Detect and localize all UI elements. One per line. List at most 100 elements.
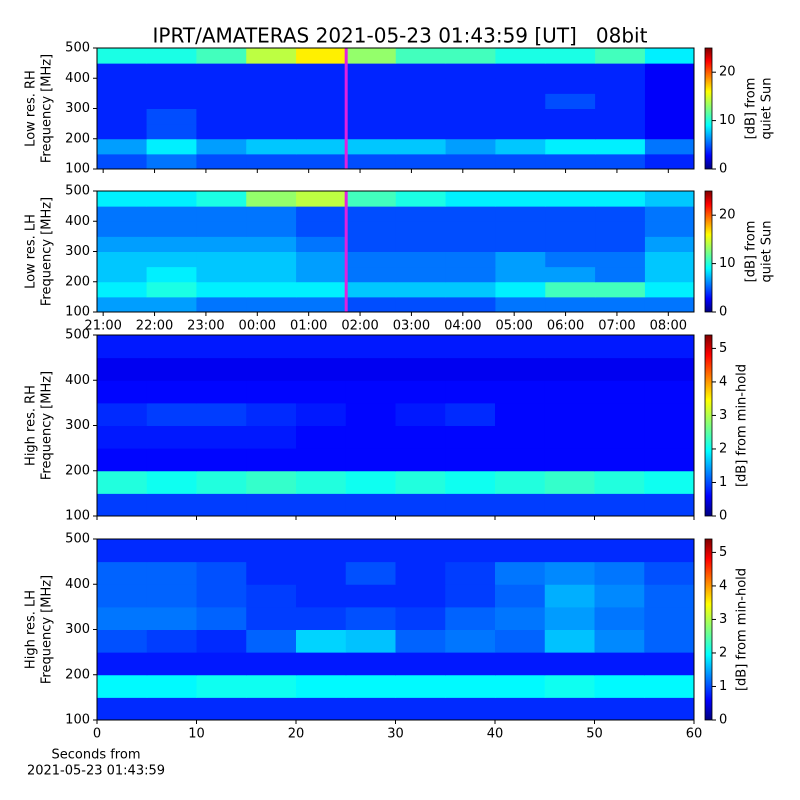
- heatmap-cell: [445, 425, 496, 449]
- heatmap-cell: [345, 281, 397, 298]
- heatmap-cell: [595, 281, 646, 298]
- heatmap-cell: [495, 561, 546, 585]
- heatmap-cell: [445, 63, 496, 79]
- heatmap-cell: [296, 138, 347, 155]
- heatmap-cell: [296, 357, 347, 381]
- heatmap-cell: [595, 266, 646, 283]
- heatmap-cell: [644, 606, 695, 630]
- heatmap-cell: [445, 606, 496, 630]
- heatmap-cell: [146, 674, 197, 698]
- heatmap-cell: [196, 191, 247, 207]
- heatmap-cell: [495, 606, 546, 630]
- heatmap-cell: [345, 584, 396, 608]
- heatmap-cell: [545, 266, 596, 283]
- heatmap-cell: [146, 335, 197, 359]
- x-tick-label: 10: [188, 727, 205, 742]
- heatmap-cell: [296, 335, 347, 359]
- heatmap-cell: [395, 236, 447, 252]
- heatmap-cell: [196, 584, 247, 608]
- colorbar-tick-label: 10: [719, 256, 736, 271]
- x-tick-label: 06:00: [547, 319, 584, 334]
- heatmap-cell: [146, 697, 197, 721]
- y-tick-label: 100: [65, 509, 90, 524]
- heatmap-cell: [594, 402, 645, 426]
- heatmap-cell: [345, 78, 397, 94]
- heatmap-cell: [146, 153, 197, 170]
- heatmap-cell: [345, 251, 397, 268]
- heatmap-cell: [644, 236, 695, 252]
- heatmap-cell: [345, 108, 397, 125]
- heatmap-cell: [246, 539, 297, 563]
- heatmap-cell: [146, 78, 197, 94]
- y-tick-label: 300: [65, 622, 90, 637]
- heatmap-cell: [594, 584, 645, 608]
- heatmap-cell: [345, 221, 397, 237]
- heatmap-cell: [445, 493, 496, 517]
- heatmap-cell: [345, 425, 396, 449]
- heatmap-cell: [495, 697, 546, 721]
- heatmap-cell: [146, 470, 197, 494]
- heatmap-cell: [594, 425, 645, 449]
- heatmap-cell: [97, 629, 148, 653]
- heatmap-cell: [395, 266, 447, 283]
- heatmap-cell: [445, 191, 496, 207]
- heatmap-cell: [644, 697, 695, 721]
- heatmap-cell: [545, 138, 596, 155]
- heatmap-cell: [644, 48, 695, 64]
- heatmap-cell: [445, 629, 496, 653]
- colorbar-label: quiet Sun: [760, 77, 775, 139]
- x-axis-label: 2021-05-23 01:43:59: [27, 764, 165, 779]
- heatmap-cell: [345, 48, 397, 64]
- y-axis-label: High res. RH: [24, 385, 39, 466]
- y-tick-label: 300: [65, 101, 90, 116]
- colorbar-label: [dB] from: [744, 221, 759, 283]
- y-axis-label: Frequency [MHz]: [40, 575, 55, 684]
- heatmap-cell: [395, 281, 447, 298]
- heatmap-cell: [345, 493, 396, 517]
- heatmap-cell: [644, 652, 695, 676]
- heatmap-cell: [395, 335, 446, 359]
- heatmap-cell: [544, 539, 595, 563]
- x-tick-label: 02:00: [341, 319, 378, 334]
- heatmap-cell: [395, 123, 447, 140]
- heatmap-cell: [544, 629, 595, 653]
- y-tick-label: 200: [65, 131, 90, 146]
- y-tick-label: 100: [65, 713, 90, 728]
- heatmap-cell: [296, 561, 347, 585]
- heatmap-cell: [544, 584, 595, 608]
- heatmap-cell: [445, 48, 496, 64]
- heatmap-cell: [445, 266, 496, 283]
- y-tick-label: 300: [65, 244, 90, 259]
- heatmap-cell: [345, 153, 397, 170]
- heatmap-cell: [595, 191, 646, 207]
- heatmap-cell: [445, 674, 496, 698]
- heatmap-cell: [495, 493, 546, 517]
- heatmap-cell: [196, 652, 247, 676]
- heatmap-cell: [246, 629, 297, 653]
- heatmap-cell: [644, 296, 695, 313]
- heatmap-cell: [495, 266, 546, 283]
- y-tick-label: 200: [65, 463, 90, 478]
- heatmap-cell: [644, 493, 695, 517]
- y-tick-label: 200: [65, 274, 90, 289]
- heatmap-cell: [196, 402, 247, 426]
- heatmap-cell: [595, 108, 646, 125]
- heatmap-cell: [146, 63, 197, 79]
- heatmap-cell: [246, 93, 297, 109]
- heatmap-cell: [296, 236, 347, 252]
- heatmap-cell: [445, 335, 496, 359]
- heatmap-cell: [644, 448, 695, 472]
- heatmap-cell: [345, 357, 396, 381]
- figure-title: IPRT/AMATERAS 2021-05-23 01:43:59 [UT] 0…: [153, 24, 648, 48]
- y-axis-label: Frequency [MHz]: [40, 54, 55, 163]
- x-tick-label: 30: [387, 727, 404, 742]
- heatmap-cell: [146, 236, 197, 252]
- heatmap-cell: [395, 251, 447, 268]
- heatmap-cell: [345, 296, 397, 313]
- heatmap-cell: [97, 108, 148, 125]
- heatmap-cell: [445, 93, 496, 109]
- heatmap-cell: [594, 674, 645, 698]
- heatmap-cell: [146, 251, 197, 268]
- heatmap-cell: [97, 251, 148, 268]
- heatmap-cell: [545, 236, 596, 252]
